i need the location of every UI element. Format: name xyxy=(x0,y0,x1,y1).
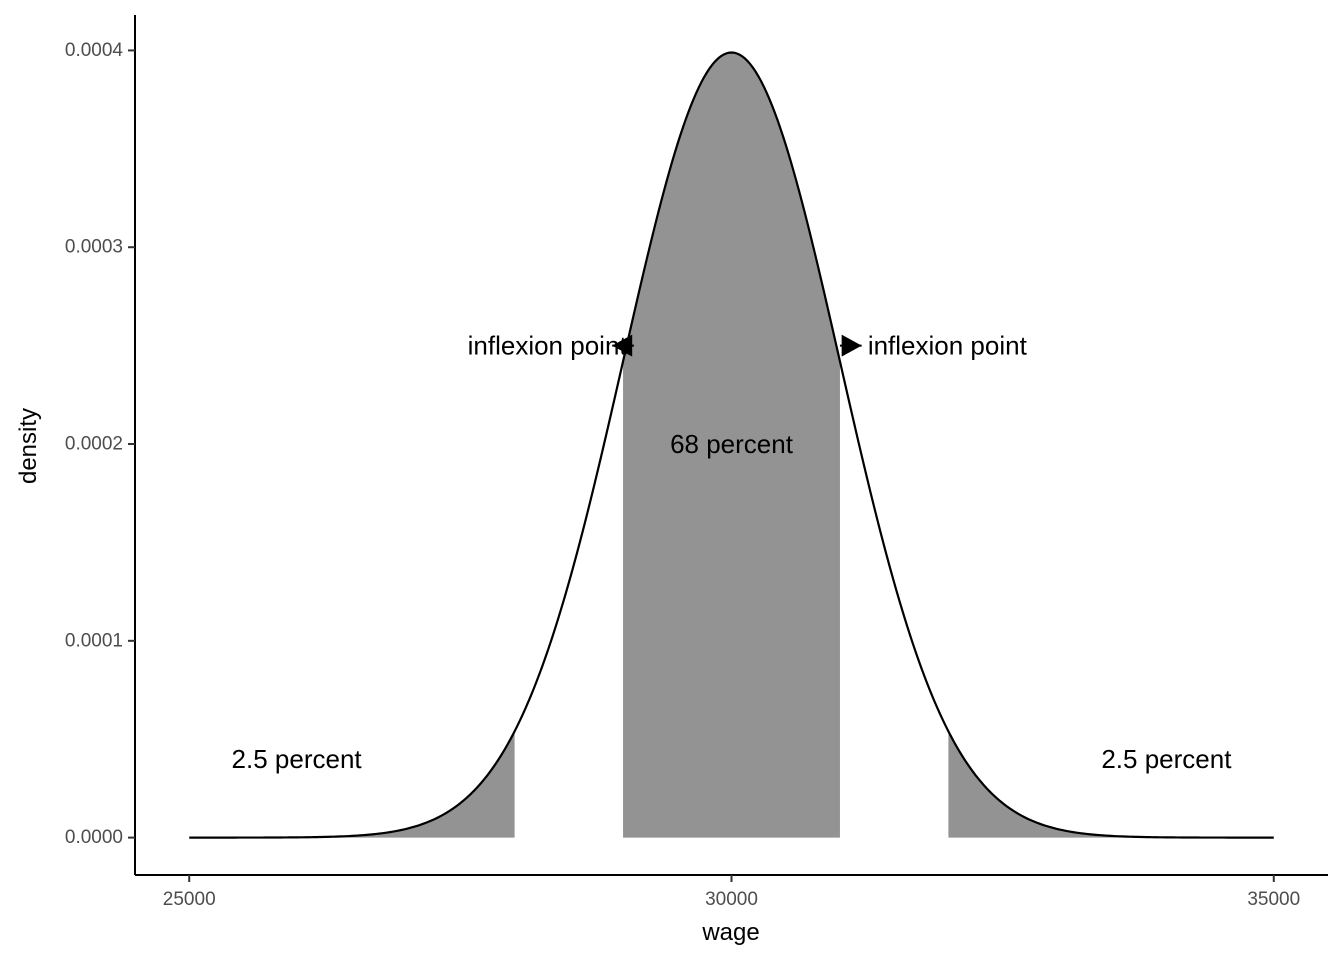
y-tick-label-5: 0.0004 xyxy=(65,40,124,61)
arrows xyxy=(612,334,862,357)
density-curve xyxy=(189,51,1274,839)
y-tick-label-1: 0.0000 xyxy=(65,827,123,848)
shaded-region-1 xyxy=(189,731,515,838)
x-tick-label-2: 30000 xyxy=(705,889,758,910)
y-axis-title: density xyxy=(15,408,42,484)
shaded-region-3 xyxy=(948,731,1274,838)
y-axis-ticks: 0.0000 0.0001 0.0002 0.0003 0.0004 xyxy=(65,40,135,848)
arrow-head-1 xyxy=(612,334,633,357)
x-tick-label-3: 35000 xyxy=(1247,889,1300,910)
shaded-region-2 xyxy=(623,52,840,838)
x-axis-title: wage xyxy=(701,919,759,946)
x-axis-ticks: 25000 30000 35000 xyxy=(163,875,1300,910)
y-tick-label-2: 0.0001 xyxy=(65,630,123,651)
annotation-2: inflexion point xyxy=(868,331,1028,361)
annotation-4: 2.5 percent xyxy=(232,744,363,774)
y-tick-label-3: 0.0002 xyxy=(65,434,123,455)
shaded-regions xyxy=(189,52,1274,838)
y-tick-label-4: 0.0003 xyxy=(65,237,123,258)
annotations: inflexion point inflexion point 68 percent… xyxy=(232,331,1233,774)
annotation-3: 68 percent xyxy=(670,429,794,459)
annotation-1: inflexion point xyxy=(468,331,628,361)
arrow-head-2 xyxy=(841,334,862,357)
x-tick-label-1: 25000 xyxy=(163,889,216,910)
annotation-5: 2.5 percent xyxy=(1101,744,1232,774)
